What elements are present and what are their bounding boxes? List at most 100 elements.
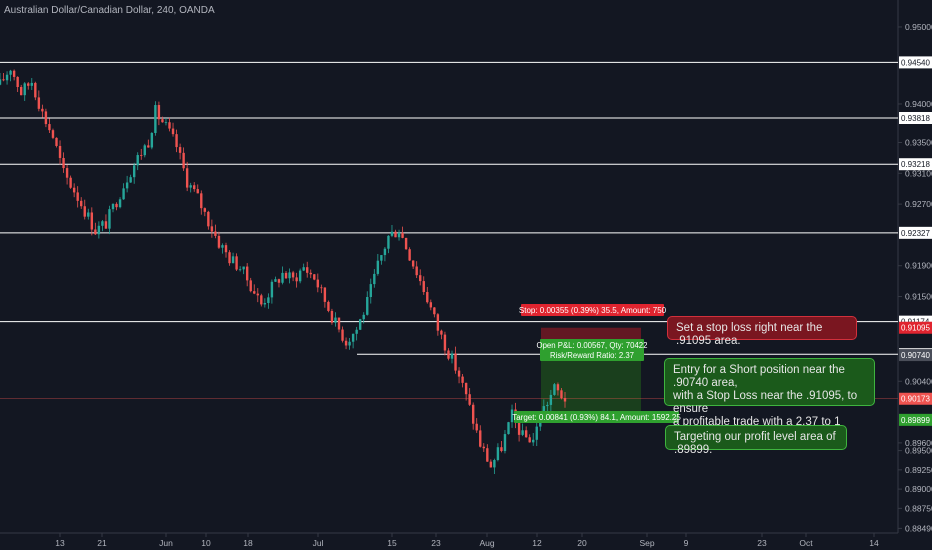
candle-body	[27, 83, 30, 86]
x-tick-label: 14	[869, 538, 879, 548]
candle-body	[556, 384, 560, 391]
annotation-target: Targeting our profit level area of .8989…	[665, 425, 847, 456]
candle-body	[316, 279, 320, 288]
candle-body	[341, 329, 344, 341]
target-zone	[541, 355, 641, 420]
candle-body	[535, 426, 538, 440]
candle-body	[0, 79, 2, 85]
candle-body	[291, 272, 295, 278]
candle-body	[404, 237, 408, 250]
candle-body	[65, 168, 69, 178]
x-tick-label: Jul	[313, 538, 324, 548]
candle-body	[69, 177, 72, 188]
candle-body	[161, 119, 164, 123]
candle-body	[154, 105, 157, 133]
candle-body	[171, 128, 175, 135]
candle-body	[83, 206, 86, 217]
pnl-info-text: Open P&L: 0.00567, Qty: 70422	[537, 341, 648, 350]
candle-body	[320, 287, 323, 289]
x-tick-label: 13	[55, 538, 65, 548]
target-info-label-text: Target: 0.00841 (0.93%) 84.1, Amount: 15…	[512, 413, 681, 422]
candle-body	[553, 384, 556, 395]
candle-body	[178, 147, 182, 153]
candle-body	[532, 439, 535, 443]
candle-body	[323, 287, 327, 302]
candle-body	[436, 314, 440, 331]
candle-body	[397, 232, 401, 238]
candle-body	[295, 277, 298, 282]
candle-body	[94, 229, 97, 235]
candle-body	[80, 200, 83, 207]
candle-body	[419, 275, 422, 282]
candle-body	[524, 430, 528, 438]
candle-body	[115, 203, 118, 208]
current-price-tag	[899, 392, 932, 405]
candle-body	[136, 155, 139, 166]
chart-title: Australian Dollar/Canadian Dollar, 240, …	[4, 5, 215, 16]
level-price-label: 0.93218	[901, 160, 930, 169]
candle-body	[157, 105, 161, 120]
candle-body	[55, 137, 58, 146]
candle-body	[415, 266, 418, 276]
candle-body	[267, 297, 270, 304]
candle-body	[51, 130, 55, 138]
candle-body	[37, 97, 41, 109]
candle-body	[479, 430, 482, 447]
candle-body	[143, 145, 146, 156]
candle-body	[302, 267, 305, 271]
candle-body	[546, 404, 549, 407]
candle-body	[263, 303, 267, 305]
candle-body	[108, 209, 111, 229]
candle-body	[510, 409, 514, 423]
candle-body	[288, 272, 291, 279]
candle-body	[344, 340, 348, 346]
candle-body	[496, 447, 500, 460]
candle-body	[62, 157, 65, 169]
candle-body	[401, 232, 404, 238]
candle-body	[129, 177, 132, 183]
candle-body	[426, 292, 429, 303]
candle-body	[507, 422, 510, 435]
candle-body	[334, 317, 337, 323]
entry-price-label: 0.90740	[901, 351, 930, 360]
candle-body	[277, 279, 281, 283]
candle-body	[450, 353, 454, 359]
candle-body	[284, 272, 288, 279]
x-tick-label: 18	[243, 538, 253, 548]
candle-body	[337, 317, 341, 330]
y-tick-label: 0.88490	[905, 523, 932, 533]
x-tick-label: 9	[684, 538, 689, 548]
candle-body	[150, 132, 154, 148]
x-tick-label: Oct	[799, 538, 813, 548]
candle-body	[235, 256, 238, 270]
candle-body	[433, 307, 436, 315]
candle-body	[358, 319, 362, 330]
candle-body	[306, 267, 309, 273]
candle-body	[16, 76, 19, 87]
candle-body	[193, 185, 196, 190]
x-tick-label: 15	[387, 538, 397, 548]
candle-body	[19, 86, 23, 96]
x-tick-label: 12	[532, 538, 542, 548]
level-price-tag	[899, 111, 932, 124]
candle-body	[475, 423, 478, 431]
candle-body	[5, 74, 9, 81]
candle-body	[560, 390, 563, 399]
annotation-stop-loss: Set a stop loss right near the .91095 ar…	[667, 316, 857, 347]
candle-body	[380, 255, 383, 261]
level-price-label: 0.93818	[901, 114, 930, 123]
candle-body	[366, 297, 369, 315]
candle-body	[196, 189, 199, 194]
candle-body	[500, 447, 503, 452]
candle-body	[486, 448, 489, 462]
stop-price-tag	[899, 321, 932, 334]
candle-body	[429, 302, 433, 308]
candle-body	[464, 382, 468, 395]
candle-body	[231, 256, 235, 264]
